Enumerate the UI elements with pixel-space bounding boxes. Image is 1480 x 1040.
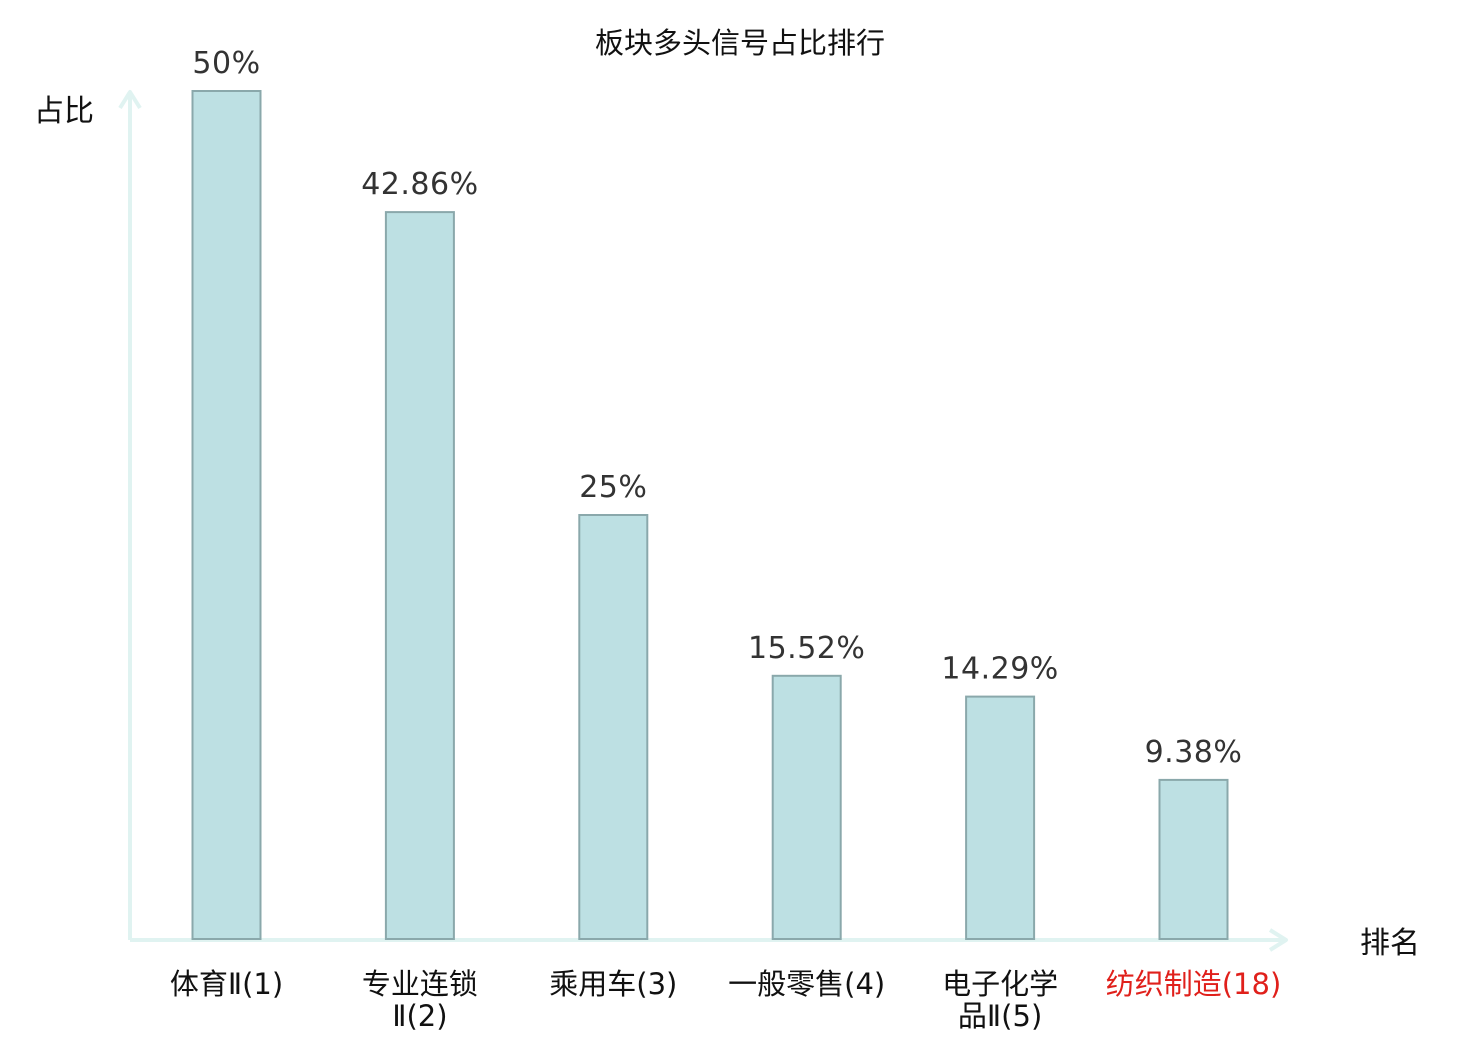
chart-title: 板块多头信号占比排行 — [595, 26, 885, 60]
bar-5 — [965, 695, 1036, 940]
value-label-1: 50% — [192, 46, 260, 81]
value-label-group: 50% 42.86% 25% 15.52% 14.29% 9.38% — [192, 46, 1242, 770]
bar-series — [191, 90, 1229, 941]
bar-6 — [1158, 778, 1229, 941]
category-label-3: 乘用车(3) — [549, 967, 677, 1001]
bar-4 — [771, 674, 842, 940]
bar-1 — [191, 90, 262, 940]
value-label-5: 14.29% — [941, 652, 1058, 687]
category-label-5-line-1: 电子化学 — [942, 967, 1058, 1001]
value-label-3: 25% — [579, 470, 647, 505]
bar-3 — [578, 514, 649, 940]
category-label-6: 纺织制造(18) — [1106, 967, 1282, 1001]
value-label-2: 42.86% — [361, 167, 478, 202]
category-label-2-line-1: 专业连锁 — [362, 967, 478, 1001]
y-axis-arrow-icon — [118, 90, 142, 110]
category-label-2-line-2: Ⅱ(2) — [392, 999, 447, 1033]
category-label-1: 体育Ⅱ(1) — [170, 967, 283, 1001]
category-label-4: 一般零售(4) — [728, 967, 885, 1001]
bar-2 — [384, 211, 455, 941]
y-axis-label: 占比 — [34, 94, 94, 129]
value-label-6: 9.38% — [1145, 735, 1243, 770]
x-axis-arrow-icon — [1268, 928, 1288, 952]
y-axis — [118, 90, 142, 940]
x-axis — [130, 928, 1288, 952]
x-axis-label: 排名 — [1360, 926, 1420, 961]
value-label-4: 15.52% — [748, 631, 865, 666]
category-label-5-line-2: 品Ⅱ(5) — [958, 999, 1042, 1033]
